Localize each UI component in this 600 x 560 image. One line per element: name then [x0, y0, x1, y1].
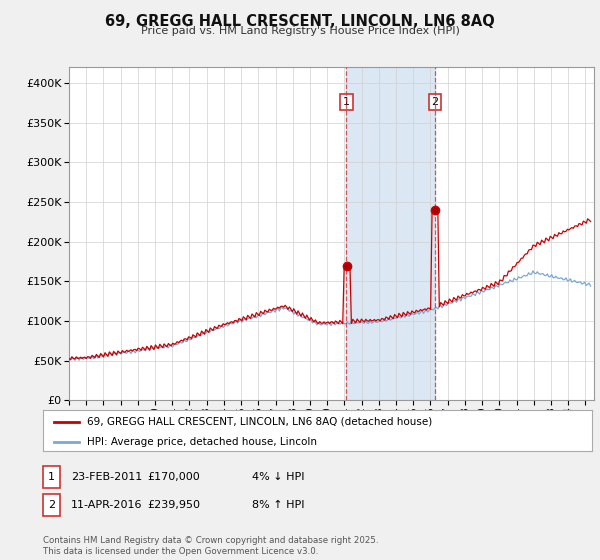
Text: 1: 1: [343, 97, 350, 107]
Text: 69, GREGG HALL CRESCENT, LINCOLN, LN6 8AQ: 69, GREGG HALL CRESCENT, LINCOLN, LN6 8A…: [105, 14, 495, 29]
Text: Contains HM Land Registry data © Crown copyright and database right 2025.
This d: Contains HM Land Registry data © Crown c…: [43, 536, 379, 556]
Text: 2: 2: [431, 97, 439, 107]
Text: 1: 1: [48, 472, 55, 482]
Text: 4% ↓ HPI: 4% ↓ HPI: [252, 472, 305, 482]
Text: £170,000: £170,000: [147, 472, 200, 482]
Text: £239,950: £239,950: [147, 500, 200, 510]
Text: 2: 2: [48, 500, 55, 510]
Text: 23-FEB-2011: 23-FEB-2011: [71, 472, 142, 482]
Text: 8% ↑ HPI: 8% ↑ HPI: [252, 500, 305, 510]
Bar: [346, 67, 435, 400]
Text: 11-APR-2016: 11-APR-2016: [71, 500, 142, 510]
Text: Price paid vs. HM Land Registry's House Price Index (HPI): Price paid vs. HM Land Registry's House …: [140, 26, 460, 36]
Text: HPI: Average price, detached house, Lincoln: HPI: Average price, detached house, Linc…: [87, 437, 317, 447]
Text: 69, GREGG HALL CRESCENT, LINCOLN, LN6 8AQ (detached house): 69, GREGG HALL CRESCENT, LINCOLN, LN6 8A…: [87, 417, 433, 427]
